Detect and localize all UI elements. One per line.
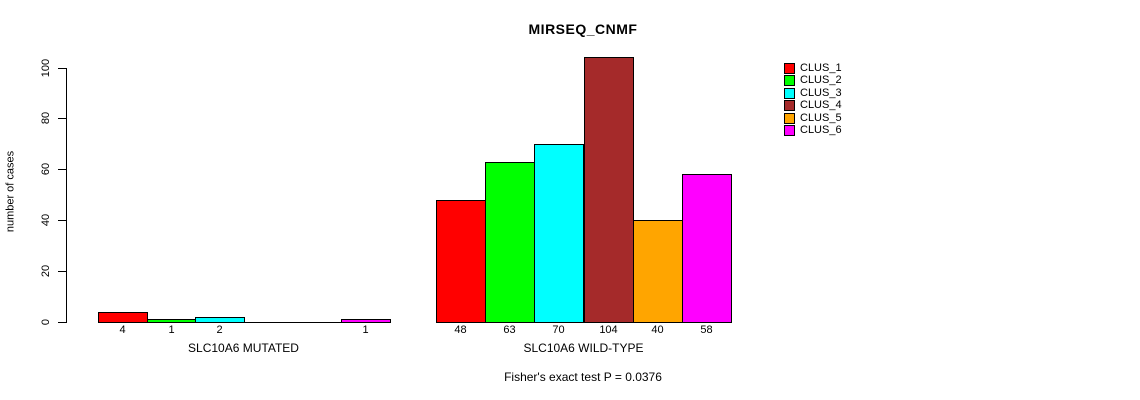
legend-item: CLUS_6	[784, 125, 842, 138]
y-axis-tick	[58, 68, 66, 69]
x-axis-group-label: SLC10A6 MUTATED	[188, 341, 299, 355]
legend-item: CLUS_2	[784, 75, 842, 88]
legend-label: CLUS_6	[800, 124, 842, 137]
bar-clus_6	[682, 174, 732, 323]
y-axis-tick-label: 60	[40, 162, 52, 176]
legend-swatch-icon	[784, 62, 795, 74]
bar-value-label: 70	[552, 324, 565, 336]
bar-clus_2	[147, 319, 197, 323]
bar-clus_5	[633, 220, 683, 323]
bar-value-label: 40	[651, 324, 664, 336]
y-axis-tick-label: 100	[40, 58, 52, 78]
legend-swatch-icon	[784, 125, 795, 137]
legend-label: CLUS_1	[800, 61, 842, 74]
chart-title: MIRSEQ_CNMF	[528, 21, 638, 37]
bar-value-label: 1	[168, 324, 175, 336]
bar-clus_6	[341, 319, 391, 323]
y-axis-line	[66, 68, 67, 323]
bar-clus_3	[195, 317, 245, 323]
legend-swatch-icon	[784, 87, 795, 99]
bar-value-label: 4	[119, 324, 126, 336]
y-axis-tick-label: 40	[40, 213, 52, 227]
y-axis-title: number of cases	[4, 150, 17, 233]
y-axis-tick-label: 80	[40, 111, 52, 125]
legend-item: CLUS_4	[784, 100, 842, 113]
y-axis-tick	[58, 118, 66, 119]
bar-value-label: 58	[700, 324, 713, 336]
bar-value-label: 63	[503, 324, 516, 336]
bar-value-label: 104	[599, 324, 618, 336]
legend-item: CLUS_1	[784, 62, 842, 75]
bar-clus_1	[98, 312, 148, 323]
bar-value-label: 2	[216, 324, 223, 336]
x-axis-group-label: SLC10A6 WILD-TYPE	[523, 341, 644, 355]
bar-clus_2	[485, 162, 535, 323]
bar-clus_4	[584, 57, 634, 323]
bar-value-label: 48	[454, 324, 467, 336]
legend-swatch-icon	[784, 112, 795, 124]
legend-label: CLUS_3	[800, 86, 842, 99]
bar-clus_1	[436, 200, 486, 323]
legend-label: CLUS_2	[800, 74, 842, 87]
legend-label: CLUS_5	[800, 111, 842, 124]
fisher-test-annotation: Fisher's exact test P = 0.0376	[504, 370, 662, 384]
legend: CLUS_1 CLUS_2 CLUS_3 CLUS_4 CLUS_5 CLUS_6	[784, 62, 842, 137]
legend-swatch-icon	[784, 100, 795, 112]
legend-swatch-icon	[784, 75, 795, 87]
bar-clus_3	[534, 144, 584, 323]
y-axis-tick	[58, 271, 66, 272]
bar-value-label: 1	[362, 324, 369, 336]
y-axis-tick-label: 0	[40, 318, 52, 326]
y-axis-tick-label: 20	[40, 264, 52, 278]
y-axis-tick	[58, 169, 66, 170]
legend-item: CLUS_3	[784, 87, 842, 100]
y-axis-tick	[58, 322, 66, 323]
legend-label: CLUS_4	[800, 99, 842, 112]
y-axis-tick	[58, 220, 66, 221]
legend-item: CLUS_5	[784, 112, 842, 125]
